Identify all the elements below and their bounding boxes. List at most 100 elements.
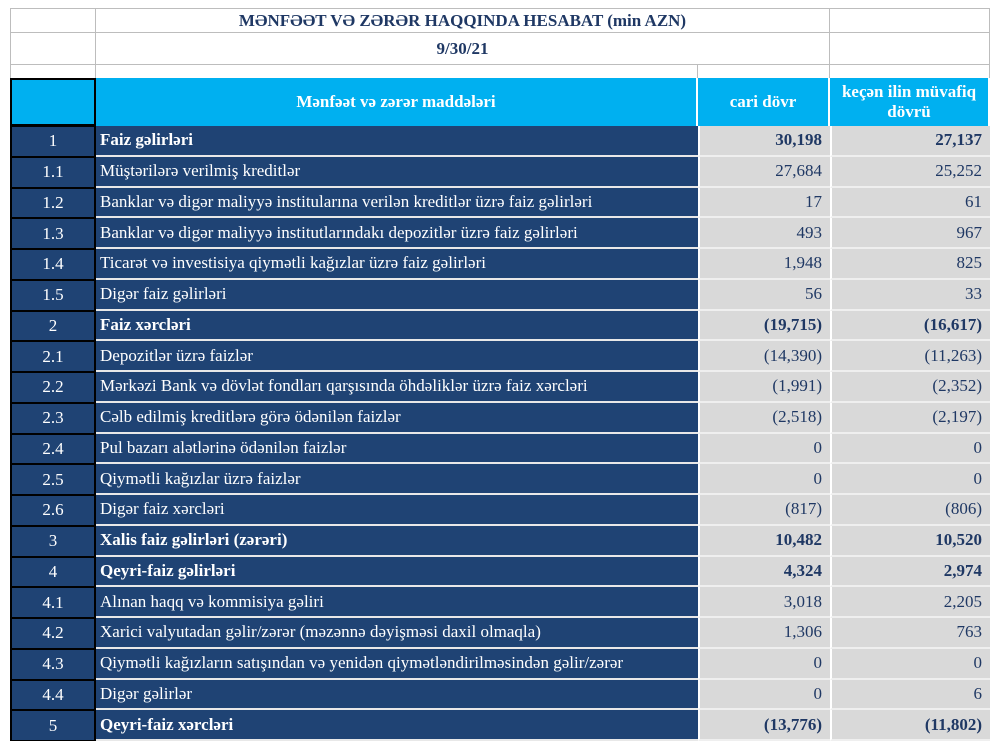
row-label: Pul bazarı alətlərinə ödənilən faizlər — [96, 433, 698, 465]
current-value: (817) — [698, 495, 830, 526]
previous-value: (2,352) — [830, 372, 990, 403]
row-label: Digər faiz gəlirləri — [96, 279, 698, 311]
empty-cell — [10, 64, 96, 79]
table-row: 4.4 Digər gəlirlər 0 6 — [10, 679, 990, 711]
current-value: 56 — [698, 279, 830, 311]
previous-value: 0 — [830, 433, 990, 465]
table-row: 2.6 Digər faiz xərcləri (817) (806) — [10, 495, 990, 526]
table-row: 4.3 Qiymətli kağızların satışından və yen… — [10, 648, 990, 680]
row-number: 2.5 — [10, 464, 96, 495]
previous-value: 0 — [830, 464, 990, 495]
previous-value: 967 — [830, 218, 990, 249]
empty-cell — [697, 64, 830, 79]
current-value: 27,684 — [698, 156, 830, 188]
previous-value: 25,252 — [830, 156, 990, 188]
current-value: 4,324 — [698, 556, 830, 588]
table-row: 2 Faiz xərcləri (19,715) (16,617) — [10, 310, 990, 342]
current-value: 0 — [698, 679, 830, 711]
row-number: 4.1 — [10, 587, 96, 618]
previous-value: 10,520 — [830, 525, 990, 557]
row-label: Digər faiz xərcləri — [96, 495, 698, 526]
previous-value: (806) — [830, 495, 990, 526]
table-row: 1.2 Banklar və digər maliyyə instituların… — [10, 187, 990, 219]
row-number: 1 — [10, 126, 96, 157]
row-number: 1.4 — [10, 249, 96, 280]
previous-value: 33 — [830, 279, 990, 311]
previous-value: 763 — [830, 618, 990, 649]
previous-value: (11,263) — [830, 341, 990, 372]
header-previous: keçən ilin müvafiq dövrü — [830, 78, 990, 126]
row-label: Xalis faiz gəlirləri (zərəri) — [96, 525, 698, 557]
table-row: 1.3 Banklar və digər maliyyə institutları… — [10, 218, 990, 249]
empty-cell — [95, 64, 698, 79]
row-label: Qeyri-faiz xərcləri — [96, 710, 698, 741]
row-label: Xarici valyutadan gəlir/zərər (məzənnə d… — [96, 618, 698, 649]
table-row: 2.5 Qiymətli kağızlar üzrə faizlər 0 0 — [10, 464, 990, 495]
row-label: Banklar və digər maliyyə institularına v… — [96, 187, 698, 219]
row-number: 1.3 — [10, 218, 96, 249]
row-number: 3 — [10, 525, 96, 557]
current-value: 0 — [698, 433, 830, 465]
previous-value: 27,137 — [830, 126, 990, 157]
row-number: 2.6 — [10, 495, 96, 526]
row-label: Cəlb edilmiş kreditlərə görə ödənilən fa… — [96, 402, 698, 434]
previous-value: 6 — [830, 679, 990, 711]
empty-cell — [829, 32, 990, 65]
current-value: 17 — [698, 187, 830, 219]
row-label: Alınan haqq və kommisiya gəliri — [96, 587, 698, 618]
empty-cell — [829, 8, 990, 33]
row-number: 2 — [10, 310, 96, 342]
current-value: 30,198 — [698, 126, 830, 157]
current-value: 3,018 — [698, 587, 830, 618]
row-label: Mərkəzi Bank və dövlət fondları qarşısın… — [96, 372, 698, 403]
table-row: 4.2 Xarici valyutadan gəlir/zərər (məzənn… — [10, 618, 990, 649]
previous-value: 2,974 — [830, 556, 990, 588]
row-label: Faiz gəlirləri — [96, 126, 698, 157]
empty-cell — [829, 64, 990, 79]
row-label: Ticarət və investisiya qiymətli kağızlar… — [96, 249, 698, 280]
row-number: 4.4 — [10, 679, 96, 711]
report-title: MƏNFƏƏT VƏ ZƏRƏR HAQQINDA HESABAT (min A… — [95, 8, 830, 33]
row-number: 1.5 — [10, 279, 96, 311]
table-row: 2.2 Mərkəzi Bank və dövlət fondları qarşı… — [10, 372, 990, 403]
report-date: 9/30/21 — [95, 32, 830, 65]
row-label: Qiymətli kağızlar üzrə faizlər — [96, 464, 698, 495]
table-row: 4.1 Alınan haqq və kommisiya gəliri 3,018 2… — [10, 587, 990, 618]
row-number: 2.4 — [10, 433, 96, 465]
row-number: 2.1 — [10, 341, 96, 372]
row-label: Müştərilərə verilmiş kreditlər — [96, 156, 698, 188]
current-value: (13,776) — [698, 710, 830, 741]
empty-cell — [10, 8, 96, 33]
current-value: 10,482 — [698, 525, 830, 557]
table-row: 4 Qeyri-faiz gəlirləri 4,324 2,974 — [10, 556, 990, 588]
row-number: 4.3 — [10, 648, 96, 680]
header-current: cari dövr — [698, 78, 830, 126]
row-number: 1.1 — [10, 156, 96, 188]
previous-value: 0 — [830, 648, 990, 680]
current-value: 1,948 — [698, 249, 830, 280]
previous-value: (11,802) — [830, 710, 990, 741]
current-value: (14,390) — [698, 341, 830, 372]
table-row: 2.1 Depozitlər üzrə faizlər (14,390) (11,26… — [10, 341, 990, 372]
header-num — [10, 78, 96, 126]
current-value: (1,991) — [698, 372, 830, 403]
current-value: 493 — [698, 218, 830, 249]
row-label: Faiz xərcləri — [96, 310, 698, 342]
table-row: 2.3 Cəlb edilmiş kreditlərə görə ödənilən… — [10, 402, 990, 434]
previous-value: (16,617) — [830, 310, 990, 342]
row-number: 4.2 — [10, 618, 96, 649]
row-label: Qiymətli kağızların satışından və yenidə… — [96, 648, 698, 680]
row-number: 5 — [10, 710, 96, 741]
table-row: 5 Qeyri-faiz xərcləri (13,776) (11,802) — [10, 710, 990, 741]
table-row: 1.1 Müştərilərə verilmiş kreditlər 27,684 2… — [10, 156, 990, 188]
row-label: Digər gəlirlər — [96, 679, 698, 711]
table-row: 3 Xalis faiz gəlirləri (zərəri) 10,482 10,5… — [10, 525, 990, 557]
row-number: 2.3 — [10, 402, 96, 434]
row-number: 2.2 — [10, 372, 96, 403]
empty-cell — [10, 32, 96, 65]
current-value: 1,306 — [698, 618, 830, 649]
previous-value: (2,197) — [830, 402, 990, 434]
table-row: 1.5 Digər faiz gəlirləri 56 33 — [10, 279, 990, 311]
previous-value: 61 — [830, 187, 990, 219]
row-label: Qeyri-faiz gəlirləri — [96, 556, 698, 588]
